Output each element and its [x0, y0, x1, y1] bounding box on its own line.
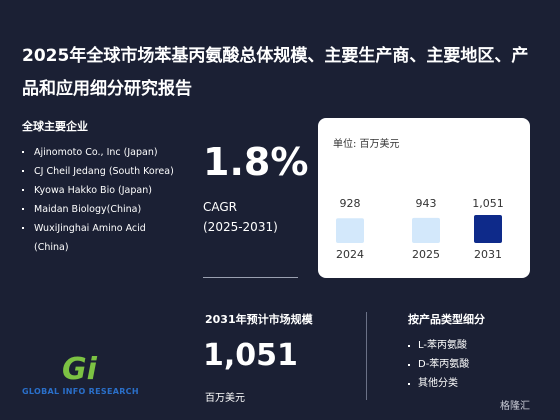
logo-text: GLOBAL INFO RESEARCH: [22, 387, 139, 396]
list-item: WuxiJinghai Amino Acid (China): [22, 219, 179, 257]
value-label: 943: [416, 197, 437, 210]
chart-unit: 单位: 百万美元: [333, 139, 400, 150]
list-item: Kyowa Hakko Bio (Japan): [22, 181, 179, 200]
divider: [366, 312, 367, 400]
market-heading: 2031年预计市场规模: [205, 313, 313, 326]
watermark: 格隆汇: [500, 401, 530, 412]
list-item: CJ Cheil Jedang (South Korea): [22, 162, 179, 181]
list-item: Ajinomoto Co., Inc (Japan): [22, 143, 179, 162]
chart-card: [318, 118, 530, 278]
market-value: 1,051: [203, 338, 298, 373]
value-label: 1,051: [472, 197, 504, 210]
divider: [203, 277, 298, 278]
list-item: L-苯丙氨酸: [408, 336, 469, 355]
list-item: Maidan Biology(China): [22, 200, 179, 219]
cagr-label: CAGR: [203, 200, 238, 214]
companies-list: Ajinomoto Co., Inc (Japan) CJ Cheil Jedan…: [22, 143, 192, 257]
cagr-value: 1.8%: [203, 140, 309, 184]
value-label: 928: [340, 197, 361, 210]
x-tick-label: 2024: [336, 248, 364, 261]
bar: [474, 215, 502, 243]
segments-list: L-苯丙氨酸 D-苯丙氨酸 其他分类: [408, 336, 469, 393]
x-tick-label: 2025: [412, 248, 440, 261]
market-unit: 百万美元: [205, 393, 245, 404]
x-tick-label: 2031: [474, 248, 502, 261]
title: 2025年全球市场苯基丙氨酸总体规模、主要生产商、主要地区、产品和应用细分研究报…: [22, 46, 529, 99]
bar: [336, 218, 364, 243]
logo-mark: Gi: [62, 352, 97, 387]
list-item: D-苯丙氨酸: [408, 355, 469, 374]
segments-heading: 按产品类型细分: [408, 313, 485, 326]
list-item: 其他分类: [408, 374, 469, 393]
companies-heading: 全球主要企业: [22, 120, 88, 133]
cagr-period: (2025-2031): [203, 220, 278, 234]
chart: 928 2024 943 2025 1,051 2031: [336, 197, 504, 261]
bar: [412, 217, 440, 243]
